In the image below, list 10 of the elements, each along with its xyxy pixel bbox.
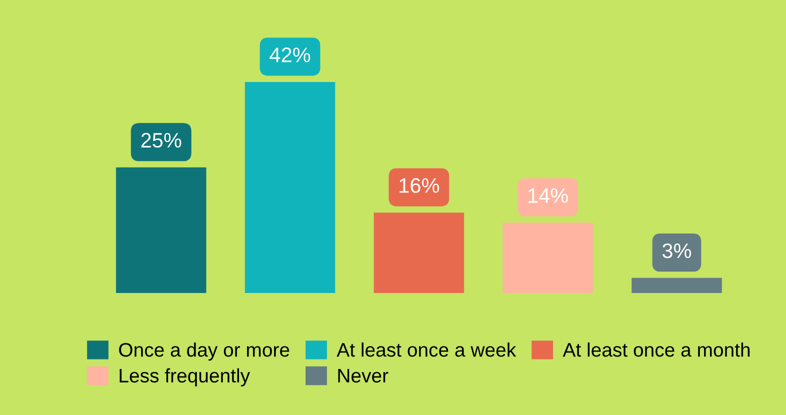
data-label: 25%	[141, 132, 182, 148]
legend-label: Once a day or more	[119, 342, 290, 361]
data-label: 16%	[400, 178, 440, 193]
legend-label: Never	[338, 369, 388, 383]
data-label: 42%	[270, 48, 310, 62]
data-label: 3%	[662, 243, 692, 258]
legend-label: At least once a week	[336, 342, 516, 357]
legend-label: At least once a month	[562, 342, 750, 357]
data-label: 14%	[528, 188, 568, 203]
legend-label: Less frequently	[120, 368, 250, 386]
